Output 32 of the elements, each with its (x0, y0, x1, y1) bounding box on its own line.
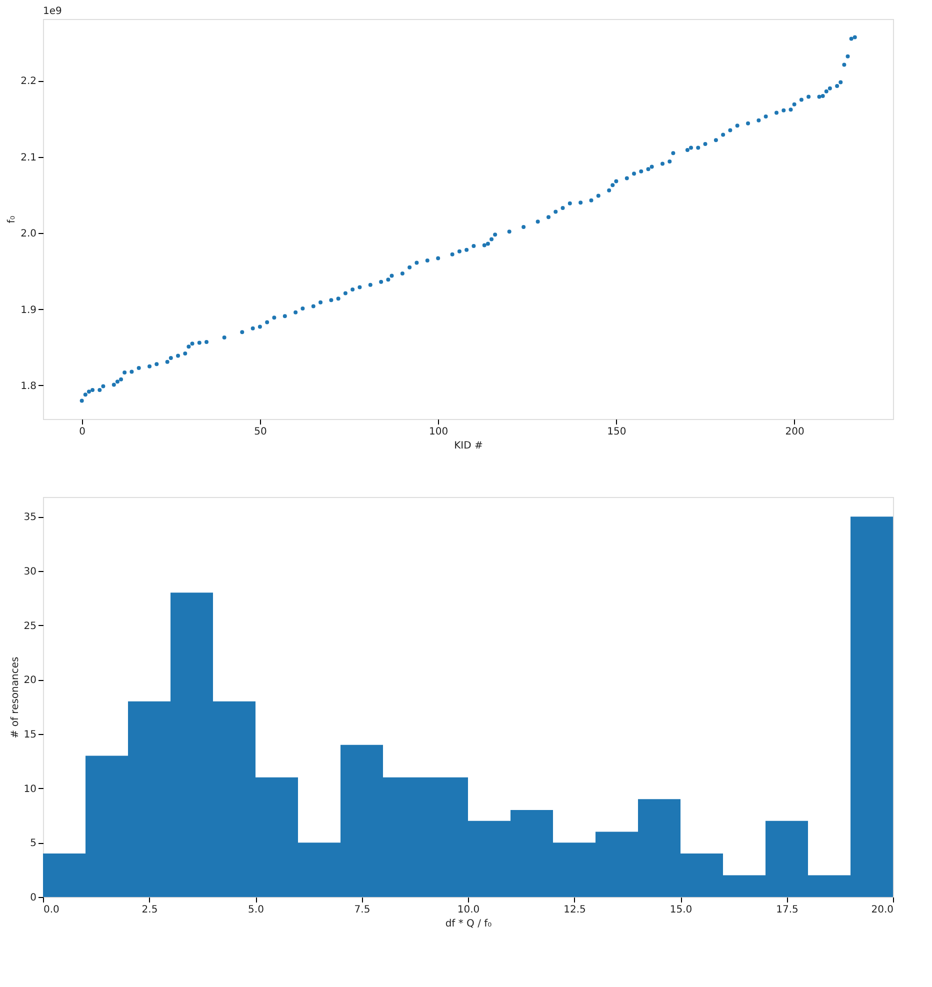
x-tick-label: 150 (607, 426, 626, 438)
x-tick-label: 0 (79, 426, 86, 438)
y-tick-label: 30 (24, 566, 36, 578)
y-tick-label: 1.9 (20, 304, 36, 316)
y-axis-title: # of resonances (10, 656, 21, 738)
x-tick-label: 0.0 (44, 904, 60, 916)
x-axis-title: KID # (454, 440, 483, 452)
y-tick-label: 20 (24, 675, 36, 686)
x-tick-label: 2.5 (142, 904, 158, 916)
x-tick-label: 7.5 (354, 904, 370, 916)
x-tick-label: 200 (785, 426, 804, 438)
y-tick-label: 2.2 (20, 76, 36, 88)
y-tick-label: 10 (24, 784, 36, 795)
y-axis-title: f₀ (6, 216, 18, 224)
x-tick-label: 10.0 (457, 904, 480, 916)
y-tick-label: 25 (24, 620, 36, 632)
x-tick-label: 100 (429, 426, 448, 438)
y-tick-label: 0 (30, 892, 36, 904)
x-axis-title: df * Q / f₀ (445, 918, 492, 930)
y-tick-label: 2.0 (20, 228, 36, 240)
y-tick-label: 35 (24, 512, 36, 524)
text: 1e9 (43, 6, 62, 17)
x-tick-label: 5.0 (248, 904, 264, 916)
x-tick-label: 17.5 (776, 904, 798, 916)
x-tick-label: 50 (254, 426, 267, 438)
y-tick-label: 1.8 (20, 380, 36, 392)
x-tick-label: 20.0 (871, 904, 894, 916)
y-tick-label: 15 (24, 729, 36, 740)
x-tick-label: 12.5 (564, 904, 586, 916)
x-tick-label: 15.0 (670, 904, 692, 916)
y-tick-label: 5 (30, 838, 36, 850)
y-tick-label: 2.1 (20, 152, 36, 164)
